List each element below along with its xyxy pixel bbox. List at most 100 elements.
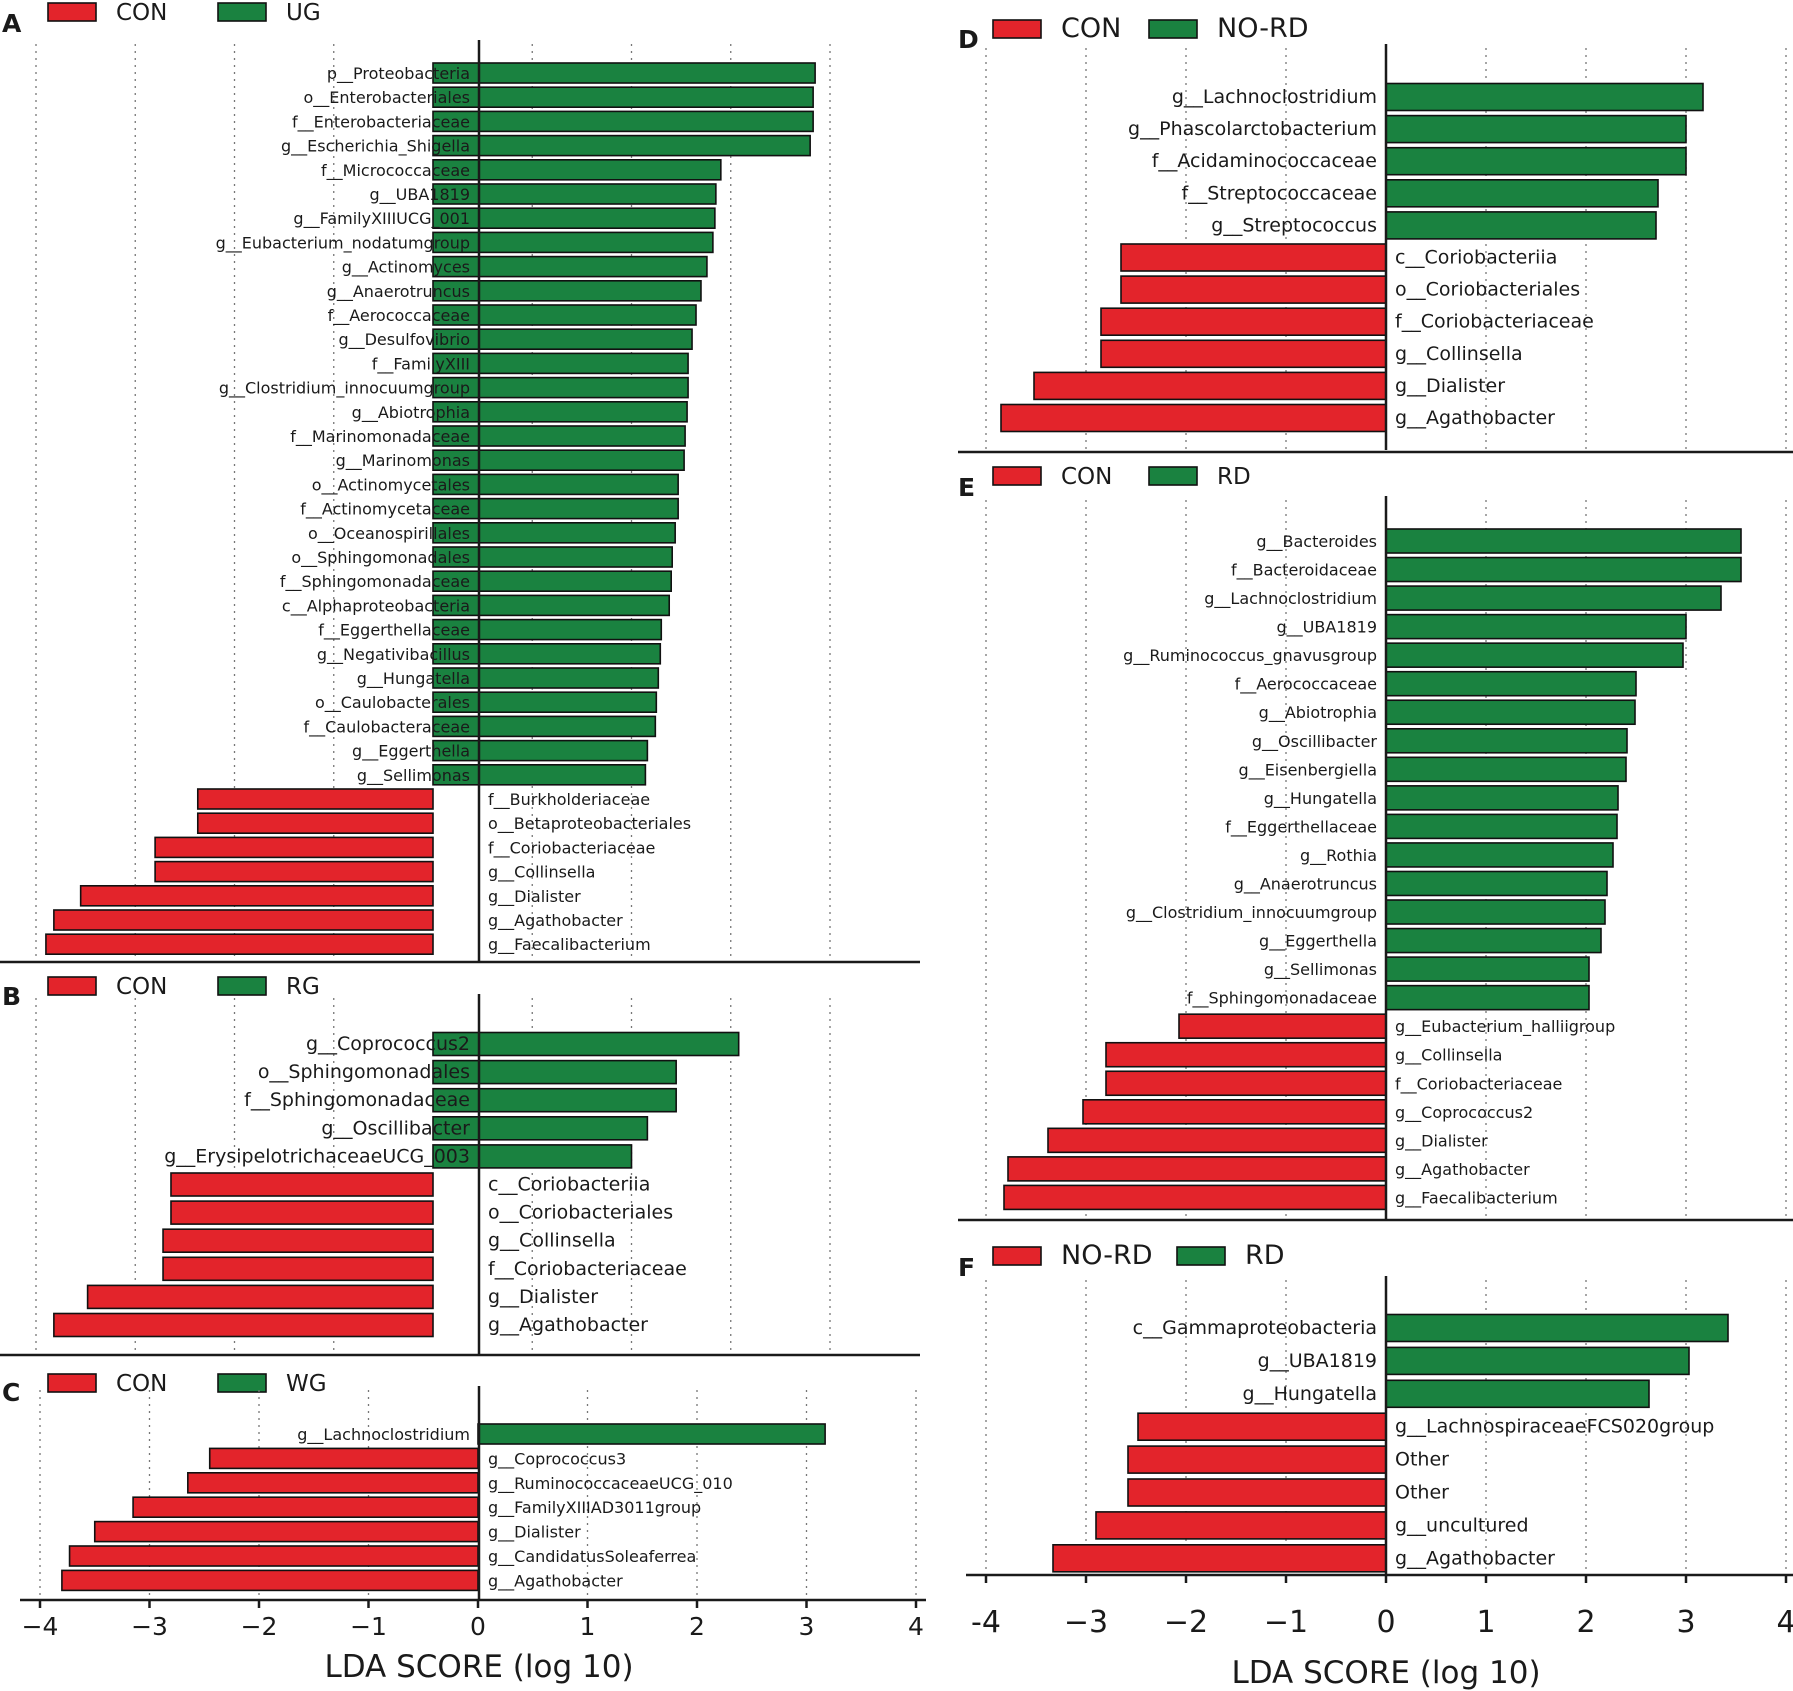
- panel-c: C CON WG g__Lachnoclostridium g__Coprococcus…: [2, 1371, 926, 1641]
- bar-label: f__Coriobacteriaceae: [488, 838, 655, 858]
- bar-o-betaproteobacteriales: [196, 812, 434, 835]
- x-axis-title-right: LDA SCORE (log 10): [1231, 1655, 1540, 1691]
- x-tick-label: −3: [1064, 1605, 1108, 1640]
- bar-label: c__Coriobacteriia: [488, 1174, 650, 1196]
- bar-g-oscillibacter: [1385, 727, 1628, 754]
- bar-label: Other: [1395, 1482, 1449, 1504]
- bar-g-rothia: [1385, 842, 1614, 868]
- bar-g-anaerotruncus: [432, 279, 702, 302]
- bar-label: g__Hungatella: [1243, 1383, 1377, 1405]
- bar-f-micrococcaceae: [432, 159, 722, 181]
- bar-label: g__Oscillibacter: [321, 1117, 470, 1139]
- bar-label: g__Marinomonas: [336, 451, 470, 471]
- bar-label: c__Alphaproteobacteria: [282, 596, 470, 616]
- bar-label: g__Faecalibacterium: [488, 935, 651, 955]
- bar-g-coprococcus2: [432, 1031, 740, 1057]
- bar-label: g__Clostridium_innocuumgroup: [219, 379, 470, 399]
- legend-swatch-pos: [217, 1373, 267, 1393]
- bar-f-coriobacteriaceae: [154, 836, 434, 859]
- bar-g-marinomonas: [432, 449, 685, 472]
- legend-label: CON: [1061, 13, 1121, 44]
- bar-g-dialister: [1047, 1127, 1387, 1154]
- bar-g-agathobacter: [1000, 403, 1387, 433]
- bar-g-clostridium-innocuumgroup: [1385, 899, 1606, 925]
- bar-g-dialister: [79, 884, 434, 907]
- x-tick-label: 0: [1376, 1605, 1395, 1640]
- bar-g-agathobacter: [61, 1569, 479, 1592]
- bar-label: g__Lachnoclostridium: [297, 1425, 470, 1445]
- bar-g-collinsella: [1105, 1041, 1387, 1068]
- panel-letter: C: [2, 1378, 20, 1407]
- bar-label: g__Clostridium_innocuumgroup: [1126, 903, 1377, 923]
- x-tick-label: −1: [350, 1612, 387, 1641]
- bar-g-faecalibacterium: [45, 933, 434, 956]
- x-tick-label: 0: [470, 1612, 486, 1641]
- bar-label: f__Sphingomonadaceae: [244, 1089, 470, 1111]
- bar-label: g__Dialister: [488, 1286, 598, 1308]
- bar-label: g__UBA1819: [1276, 618, 1377, 638]
- bar-g-hungatella: [432, 667, 660, 689]
- bar-g-familyxiiiad3011group: [132, 1496, 479, 1518]
- legend-label: CON: [116, 0, 167, 26]
- legend-swatch-neg: [47, 2, 97, 22]
- bar-label: f__Caulobacteraceae: [303, 717, 470, 737]
- bar-g-lachnoclostridium: [477, 1423, 826, 1445]
- legend-label: CON: [116, 1371, 167, 1397]
- bar-label: f__FamilyXIII: [372, 354, 470, 374]
- legend-label: CON: [1061, 464, 1112, 490]
- bar-g-hungatella: [1385, 785, 1619, 811]
- bar-label: g__Negativibacillus: [317, 645, 470, 665]
- bar-c-gammaproteobacteria: [1385, 1313, 1729, 1343]
- bar-label: f__Aerococcaceae: [1235, 675, 1377, 695]
- bar-label: f__Coriobacteriaceae: [488, 1258, 687, 1280]
- bar-label: g__Phascolarctobacterium: [1128, 118, 1377, 140]
- bar-g-agathobacter: [1007, 1156, 1387, 1182]
- bar-g-streptococcus: [1385, 211, 1657, 240]
- bar-g-abiotrophia: [1385, 699, 1636, 726]
- panel-letter: E: [958, 473, 975, 502]
- bar-label: o__Oceanospirillales: [308, 524, 470, 544]
- bar-label: g__Actinomyces: [342, 258, 470, 278]
- bar-label: f__Acidaminococcaceae: [1152, 150, 1377, 172]
- bar-f-sphingomonadaceae: [432, 570, 672, 593]
- bar-label: g__Oscillibacter: [1252, 732, 1378, 752]
- bar-label: g__Desulfovibrio: [338, 330, 470, 350]
- x-tick-label: 1: [1476, 1605, 1495, 1640]
- bar-c-coriobacteriia: [1120, 243, 1387, 272]
- bar-c-coriobacteriia: [170, 1172, 434, 1197]
- bar-label: g__Anaerotruncus: [327, 282, 470, 302]
- bar-g-desulfovibrio: [432, 328, 693, 351]
- x-tick-label: −2: [241, 1612, 278, 1641]
- bar-f-acidaminococcaceae: [1385, 146, 1687, 176]
- bar-label: o__Betaproteobacteriales: [488, 814, 691, 834]
- bar-label: g__Lachnoclostridium: [1204, 589, 1377, 609]
- bar-label: g__Lachnoclostridium: [1172, 86, 1377, 108]
- legend-label: RD: [1245, 1240, 1285, 1271]
- x-tick-label: 2: [689, 1612, 705, 1641]
- bar-g-collinsella: [1100, 339, 1387, 369]
- bar-label: g__ErysipelotrichaceaeUCG_003: [164, 1145, 470, 1167]
- legend-swatch-pos: [217, 976, 267, 996]
- bar-label: f__Marinomonadaceae: [290, 427, 470, 447]
- bar-f-sphingomonadaceae: [432, 1087, 677, 1113]
- bar-g-oscillibacter: [432, 1116, 649, 1141]
- bar-label: p__Proteobacteria: [327, 64, 470, 84]
- bar-label: g__Eubacterium_halliigroup: [1395, 1017, 1615, 1037]
- bar-label: o__Sphingomonadales: [258, 1061, 470, 1083]
- bar-label: f__Coriobacteriaceae: [1395, 1074, 1562, 1094]
- bar-label: g__FamilyXIIIAD3011group: [488, 1498, 701, 1518]
- x-tick-label: 3: [1676, 1605, 1695, 1640]
- x-tick-label: 4: [1776, 1605, 1793, 1640]
- bar-label: f__Aerococcaceae: [328, 306, 470, 326]
- bar-f-sphingomonadaceae: [1385, 984, 1590, 1011]
- x-tick-label: 4: [908, 1612, 924, 1641]
- bar-label: g__RuminococcaceaeUCG_010: [488, 1474, 733, 1494]
- bar-g-eubacterium-nodatumgroup: [432, 231, 714, 254]
- bar-label: g__Dialister: [488, 1523, 581, 1543]
- bar-label: o__Enterobacteriales: [304, 88, 471, 108]
- bar-label: f__Burkholderiaceae: [488, 790, 650, 810]
- bar-g-phascolarctobacterium: [1385, 114, 1687, 144]
- bar-o-sphingomonadales: [432, 546, 673, 568]
- legend-label: NO-RD: [1217, 13, 1309, 44]
